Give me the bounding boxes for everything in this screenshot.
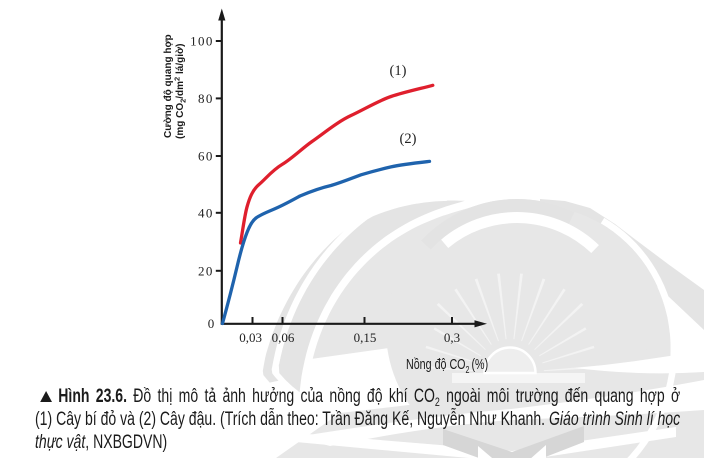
svg-text:0,3: 0,3 (444, 330, 460, 345)
svg-text:0: 0 (208, 316, 215, 331)
svg-text:0,06: 0,06 (272, 330, 295, 345)
svg-text:40: 40 (198, 205, 214, 220)
svg-text:80: 80 (198, 91, 214, 106)
svg-text:(1): (1) (390, 63, 407, 79)
svg-text:(2): (2) (400, 131, 417, 147)
svg-text:Nồng độ CO2 (%): Nồng độ CO2 (%) (406, 355, 488, 375)
svg-text:0,15: 0,15 (354, 330, 377, 345)
svg-text:60: 60 (198, 149, 214, 164)
svg-text:Cường độ quang hợp: Cường độ quang hợp (163, 34, 174, 138)
svg-text:(mg CO2/dm2 lá/giờ): (mg CO2/dm2 lá/giờ) (173, 44, 188, 139)
svg-text:20: 20 (198, 263, 214, 278)
svg-text:0,03: 0,03 (239, 330, 262, 345)
svg-text:100: 100 (190, 34, 214, 49)
